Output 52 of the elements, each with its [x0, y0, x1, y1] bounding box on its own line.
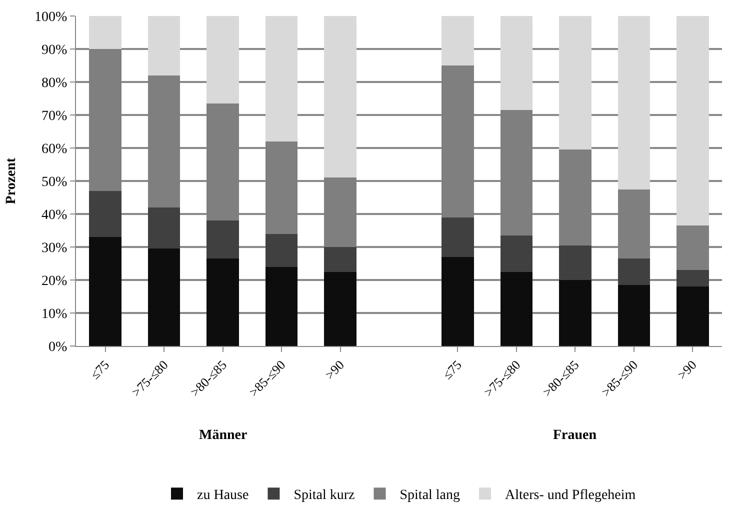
bar	[559, 280, 592, 346]
bar	[676, 270, 709, 287]
bar	[618, 258, 650, 285]
bar	[559, 16, 592, 150]
bar	[148, 248, 180, 346]
bar	[324, 272, 356, 346]
text: Frauen	[553, 428, 597, 443]
bar	[442, 256, 474, 346]
bar	[500, 16, 533, 110]
bar	[89, 237, 122, 346]
legend-label: Spital kurz	[294, 488, 355, 504]
bar	[148, 16, 180, 76]
y-tick-label: 40%	[42, 208, 68, 223]
x-tick-label: >90	[322, 357, 347, 382]
y-tick-label: 60%	[42, 142, 68, 157]
x-tick-label: >90	[674, 357, 700, 382]
bar	[206, 16, 239, 104]
legend-label: Alters- und Pflegeheim	[505, 488, 636, 504]
text: Männer	[199, 428, 248, 443]
bar	[442, 16, 474, 66]
y-tick-label: 30%	[42, 240, 68, 256]
bar	[265, 266, 298, 346]
bar	[324, 16, 356, 178]
bar	[148, 207, 180, 249]
y-axis-title: Prozent	[4, 157, 20, 204]
y-tick-label: 0%	[48, 340, 68, 355]
y-tick-label: 80%	[42, 76, 68, 91]
bar	[89, 16, 122, 49]
y-tick-label: 70%	[42, 108, 68, 124]
y-tick-label: 10%	[42, 306, 68, 322]
bar	[500, 272, 533, 346]
bar	[265, 16, 298, 142]
y-tick-label: 100%	[34, 10, 68, 25]
y-tick-label: 90%	[42, 42, 68, 58]
bar	[676, 286, 709, 346]
bar	[618, 16, 650, 190]
legend-label: Spital lang	[400, 488, 460, 504]
bar	[89, 190, 122, 238]
x-tick-label: ≤75	[440, 357, 464, 382]
bar	[676, 16, 709, 226]
bar	[324, 247, 356, 272]
x-tick-label: ≤75	[87, 357, 112, 382]
bar	[500, 235, 533, 272]
bar	[559, 245, 592, 280]
bar	[206, 220, 239, 259]
bar	[206, 258, 239, 346]
legend-label: zu Hause	[197, 488, 249, 504]
bar	[442, 217, 474, 257]
bar	[265, 234, 298, 267]
bar	[618, 284, 650, 346]
y-tick-label: 50%	[42, 174, 68, 190]
y-tick-label: 20%	[42, 274, 68, 289]
